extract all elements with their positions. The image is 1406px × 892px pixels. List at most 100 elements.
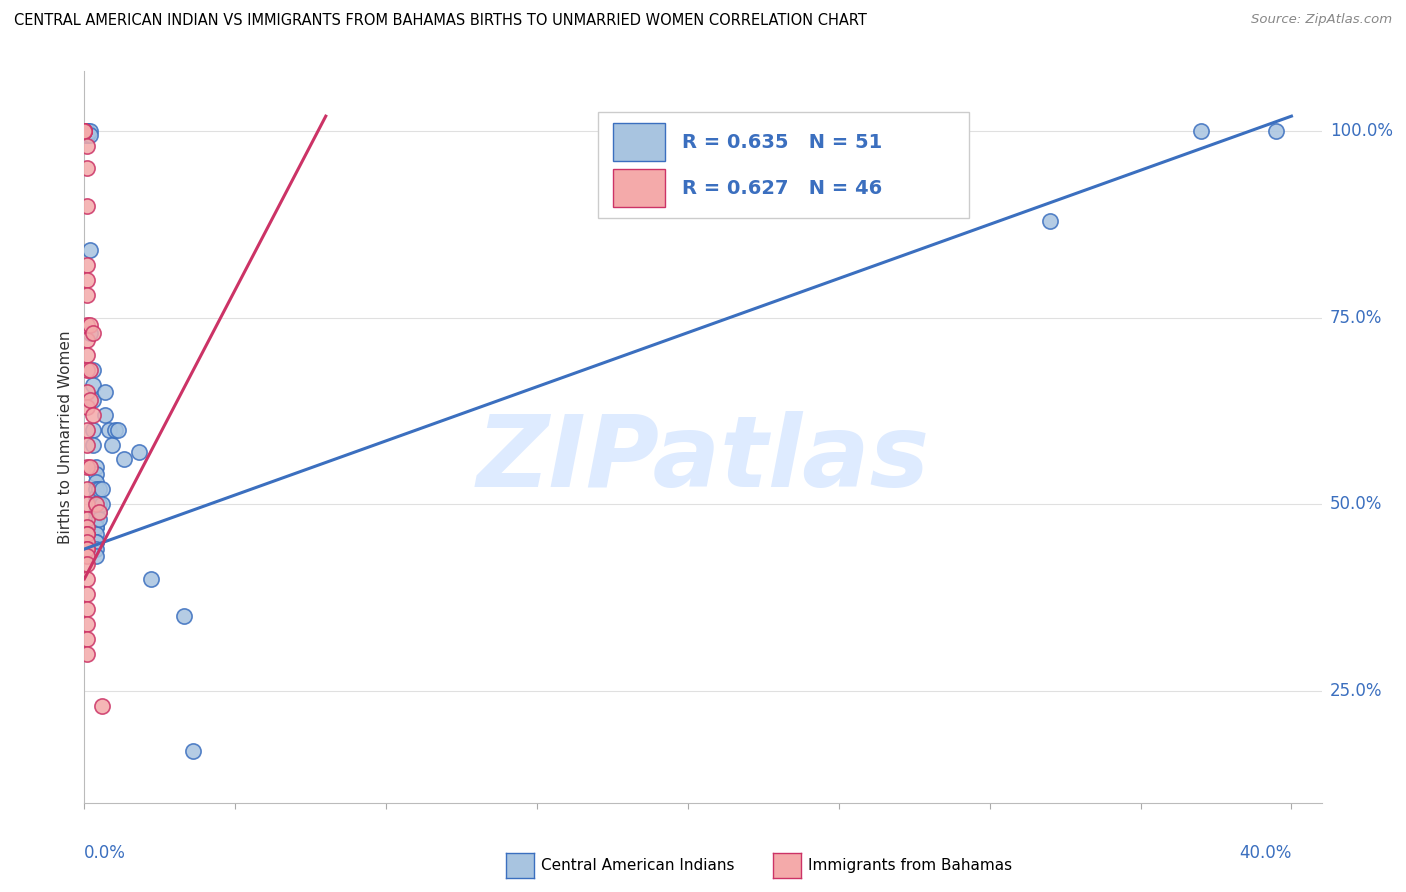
Point [76, 572, 98, 586]
Text: 50.0%: 50.0% [1330, 495, 1382, 513]
Point [79, 363, 101, 377]
Point [82, 392, 104, 407]
Point [86, 483, 108, 497]
Point [86, 497, 108, 511]
Point [76, 549, 98, 564]
Point [91, 698, 114, 713]
Text: R = 0.627   N = 46: R = 0.627 N = 46 [682, 179, 882, 198]
Point [76, 128, 98, 142]
Point [76, 259, 98, 273]
Point [76, 124, 98, 138]
Point [89, 505, 111, 519]
Point [86, 549, 108, 564]
Point [91, 483, 114, 497]
Point [139, 572, 162, 586]
FancyBboxPatch shape [613, 123, 665, 161]
Text: 0.0%: 0.0% [84, 844, 127, 862]
Point [86, 512, 108, 526]
Point [82, 326, 104, 340]
Point [1039, 213, 1062, 227]
Point [86, 542, 108, 557]
Point [76, 348, 98, 362]
Point [79, 124, 101, 138]
Point [107, 423, 129, 437]
Point [86, 459, 108, 474]
Point [89, 505, 111, 519]
Point [1189, 124, 1212, 138]
Point [86, 534, 108, 549]
Point [86, 467, 108, 482]
Point [86, 534, 108, 549]
Point [73, 124, 96, 138]
Point [86, 490, 108, 504]
Point [86, 497, 108, 511]
Point [100, 437, 122, 451]
Point [86, 519, 108, 533]
Text: R = 0.635   N = 51: R = 0.635 N = 51 [682, 133, 882, 152]
Text: 25.0%: 25.0% [1330, 681, 1382, 700]
Point [73, 124, 96, 138]
Point [103, 423, 125, 437]
Point [918, 124, 941, 138]
FancyBboxPatch shape [613, 169, 665, 208]
Point [82, 408, 104, 422]
Point [76, 601, 98, 615]
Point [73, 124, 96, 138]
Point [91, 497, 114, 511]
Point [82, 377, 104, 392]
Point [76, 333, 98, 347]
Point [73, 124, 96, 138]
Point [76, 318, 98, 332]
Point [76, 534, 98, 549]
Point [86, 475, 108, 489]
Point [76, 437, 98, 451]
Point [73, 124, 96, 138]
Point [76, 557, 98, 571]
Point [181, 743, 204, 757]
Point [94, 385, 117, 400]
Point [76, 519, 98, 533]
Point [76, 542, 98, 557]
Point [86, 527, 108, 541]
Text: Central American Indians: Central American Indians [541, 858, 735, 872]
Point [76, 273, 98, 287]
Point [76, 483, 98, 497]
Point [76, 647, 98, 661]
Point [86, 497, 108, 511]
Point [76, 161, 98, 176]
Point [76, 616, 98, 631]
Text: CENTRAL AMERICAN INDIAN VS IMMIGRANTS FROM BAHAMAS BIRTHS TO UNMARRIED WOMEN COR: CENTRAL AMERICAN INDIAN VS IMMIGRANTS FR… [14, 13, 868, 29]
Point [76, 401, 98, 415]
Text: ZIPatlas: ZIPatlas [477, 410, 929, 508]
Point [79, 326, 101, 340]
Point [82, 363, 104, 377]
Text: 100.0%: 100.0% [1330, 122, 1393, 140]
Point [76, 288, 98, 302]
FancyBboxPatch shape [598, 112, 969, 218]
Text: 40.0%: 40.0% [1239, 844, 1292, 862]
Point [76, 139, 98, 153]
Point [76, 128, 98, 142]
Point [76, 527, 98, 541]
Point [76, 199, 98, 213]
Point [89, 483, 111, 497]
Point [76, 128, 98, 142]
Point [76, 512, 98, 526]
Point [79, 128, 101, 142]
Point [76, 385, 98, 400]
Point [79, 392, 101, 407]
Y-axis label: Births to Unmarried Women: Births to Unmarried Women [58, 330, 73, 544]
Point [76, 527, 98, 541]
Point [79, 244, 101, 258]
Point [73, 128, 96, 142]
Point [86, 505, 108, 519]
Point [76, 542, 98, 557]
Point [79, 459, 101, 474]
Point [79, 318, 101, 332]
Point [76, 423, 98, 437]
Point [97, 423, 120, 437]
Point [82, 437, 104, 451]
Point [76, 459, 98, 474]
Point [112, 452, 135, 467]
Point [76, 587, 98, 601]
